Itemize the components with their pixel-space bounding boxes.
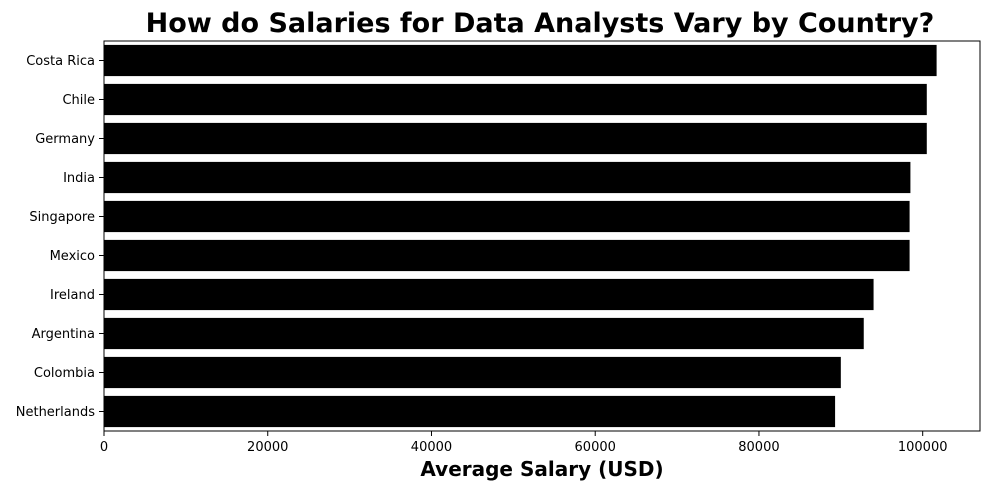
bar-colombia xyxy=(104,356,841,389)
y-tick-label: India xyxy=(63,171,95,186)
bar-mexico xyxy=(104,239,910,272)
bars-group xyxy=(104,44,937,428)
y-axis-ticks: Costa Rica Chile Germany India Singapore Mexi… xyxy=(16,54,104,420)
bar-argentina xyxy=(104,317,864,350)
y-tick-label: Chile xyxy=(62,93,95,108)
x-tick-label: 80000 xyxy=(738,440,779,455)
bar-netherlands xyxy=(104,395,836,428)
y-tick-label: Mexico xyxy=(50,249,95,264)
y-tick-label: Costa Rica xyxy=(26,54,95,69)
bar-germany xyxy=(104,122,927,155)
x-tick-label: 60000 xyxy=(575,440,616,455)
bar-ireland xyxy=(104,278,874,311)
y-tick-label: Ireland xyxy=(50,288,95,303)
x-tick-label: 40000 xyxy=(411,440,452,455)
x-axis-label: Average Salary (USD) xyxy=(420,457,663,481)
y-tick-label: Germany xyxy=(35,132,95,147)
chart-title: How do Salaries for Data Analysts Vary b… xyxy=(146,8,935,39)
y-tick-label: Argentina xyxy=(32,327,95,342)
y-tick-label: Colombia xyxy=(34,366,95,381)
bar-costa-rica xyxy=(104,44,937,77)
y-tick-label: Netherlands xyxy=(16,405,95,420)
x-tick-label: 0 xyxy=(100,440,108,455)
x-tick-label: 20000 xyxy=(247,440,288,455)
bar-chile xyxy=(104,83,927,116)
y-tick-label: Singapore xyxy=(29,210,95,225)
bar-india xyxy=(104,161,911,194)
x-axis-ticks: 0 20000 40000 60000 80000 100000 xyxy=(100,431,948,455)
plot-frame xyxy=(103,40,981,432)
x-tick-label: 100000 xyxy=(898,440,948,455)
bar-singapore xyxy=(104,200,910,233)
